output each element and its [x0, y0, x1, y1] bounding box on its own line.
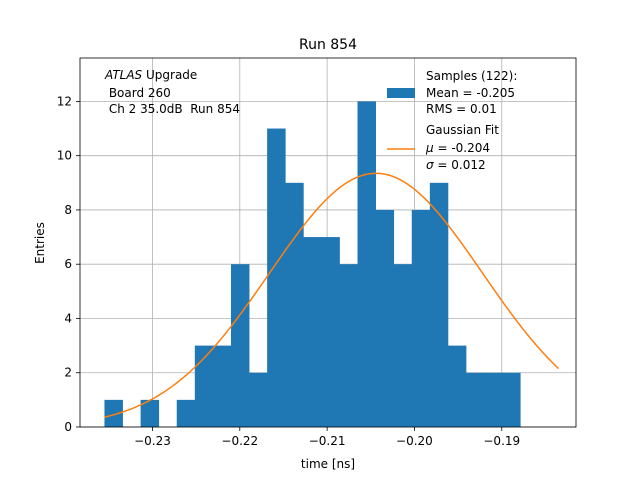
legend-fit-sigma: σ = 0.012 [426, 158, 486, 172]
legend-sigma-value: = 0.012 [434, 158, 486, 172]
histogram-bar [230, 264, 250, 427]
histogram-bar [104, 399, 123, 427]
legend-samples-mean: Mean = -0.205 [426, 86, 515, 100]
y-tick-label: 8 [64, 203, 72, 217]
atlas-annotation: ATLAS Upgrade Board 260 Ch 2 35.0dB Run … [104, 68, 240, 116]
histogram-bar [321, 237, 340, 427]
y-tick-label: 12 [57, 94, 72, 108]
x-tick-label: −0.22 [221, 434, 258, 448]
plot-frame [79, 57, 577, 428]
histogram-bar [212, 345, 232, 427]
legend-mu-symbol: μ [425, 141, 434, 155]
x-tick-label: −0.23 [134, 434, 171, 448]
legend-mu-value: = -0.204 [434, 141, 490, 155]
y-tick-label: 10 [57, 149, 72, 163]
legend-samples-title: Samples (122): [426, 69, 517, 83]
x-tick-label: −0.19 [483, 434, 520, 448]
x-axis-label: time [ns] [301, 457, 355, 471]
histogram-bar [411, 209, 431, 427]
gaussian-fit-curve [104, 172, 560, 418]
y-axis-label: Entries [33, 222, 47, 264]
histogram-bar [249, 372, 268, 427]
annotation-upgrade: Upgrade [142, 68, 197, 82]
histogram-bar [502, 372, 521, 427]
histogram-bar [484, 372, 503, 427]
y-axis-ticks: 0 2 4 6 8 10 12 [57, 94, 80, 434]
legend-sigma-symbol: σ [426, 158, 434, 172]
legend-fit-title: Gaussian Fit [426, 123, 499, 137]
histogram-bar [375, 209, 395, 427]
histogram-bar [176, 399, 196, 427]
histogram-bar [447, 345, 467, 427]
histogram-bar [303, 237, 322, 427]
y-tick-label: 2 [64, 366, 72, 380]
y-tick-label: 0 [64, 420, 72, 434]
legend-fit-mu: μ = -0.204 [425, 141, 490, 155]
histogram-bar [285, 182, 304, 427]
legend-samples-swatch [387, 88, 415, 98]
annotation-line-1: ATLAS Upgrade [104, 68, 197, 82]
histogram-bar [339, 264, 358, 427]
histogram-bar [267, 128, 286, 427]
histogram-bar [357, 101, 376, 427]
histogram-bar [429, 182, 449, 427]
y-tick-label: 4 [64, 311, 72, 325]
legend: Samples (122): Mean = -0.205 RMS = 0.01 … [387, 69, 517, 172]
x-tick-label: −0.20 [396, 434, 433, 448]
histogram-bar [140, 399, 160, 427]
annotation-board: Board 260 [105, 86, 171, 100]
annotation-experiment: ATLAS [104, 68, 143, 82]
legend-samples-rms: RMS = 0.01 [426, 102, 497, 116]
histogram-bar [194, 345, 214, 427]
histogram-bar [393, 264, 413, 427]
x-axis-ticks: −0.23 −0.22 −0.21 −0.20 −0.19 [134, 427, 520, 448]
annotation-channel: Ch 2 35.0dB Run 854 [105, 102, 240, 116]
y-tick-label: 6 [64, 257, 72, 271]
chart-title: Run 854 [299, 37, 357, 53]
histogram-bar [465, 372, 485, 427]
x-tick-label: −0.21 [309, 434, 346, 448]
